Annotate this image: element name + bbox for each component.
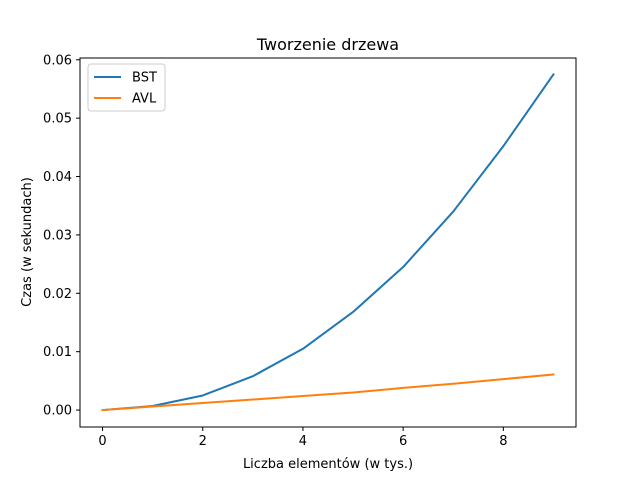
series-line-bst [101,72,555,412]
y-tick-label: 0.05 [43,112,72,127]
chart-title: Tworzenie drzewa [256,35,399,54]
legend: BST AVL [87,63,166,112]
x-tick-label: 4 [299,434,307,449]
x-tick-label: 0 [98,434,106,449]
legend-box [87,63,166,112]
y-tick-label: 0.04 [43,170,72,185]
x-axis-label: Liczba elementów (w tys.) [243,457,413,472]
axes: 0 2 4 6 8 0.00 0.01 0.02 0.03 0.04 0.05 0.06 [43,53,577,449]
legend-label-avl: AVL [132,92,157,107]
plot-frame [79,57,577,428]
plot-area [101,72,555,412]
y-tick-label: 0.03 [43,228,72,243]
y-axis-label: Czas (w sekundach) [20,177,35,307]
y-tick-label: 0.01 [43,345,72,360]
x-tick-label: 8 [499,434,507,449]
y-tick-label: 0.00 [43,404,72,419]
series-line-avl [101,373,555,412]
y-tick-label: 0.06 [43,53,72,68]
x-tick-label: 2 [199,434,207,449]
y-tick-label: 0.02 [43,287,72,302]
x-tick-label: 6 [399,434,407,449]
legend-label-bst: BST [132,71,157,86]
